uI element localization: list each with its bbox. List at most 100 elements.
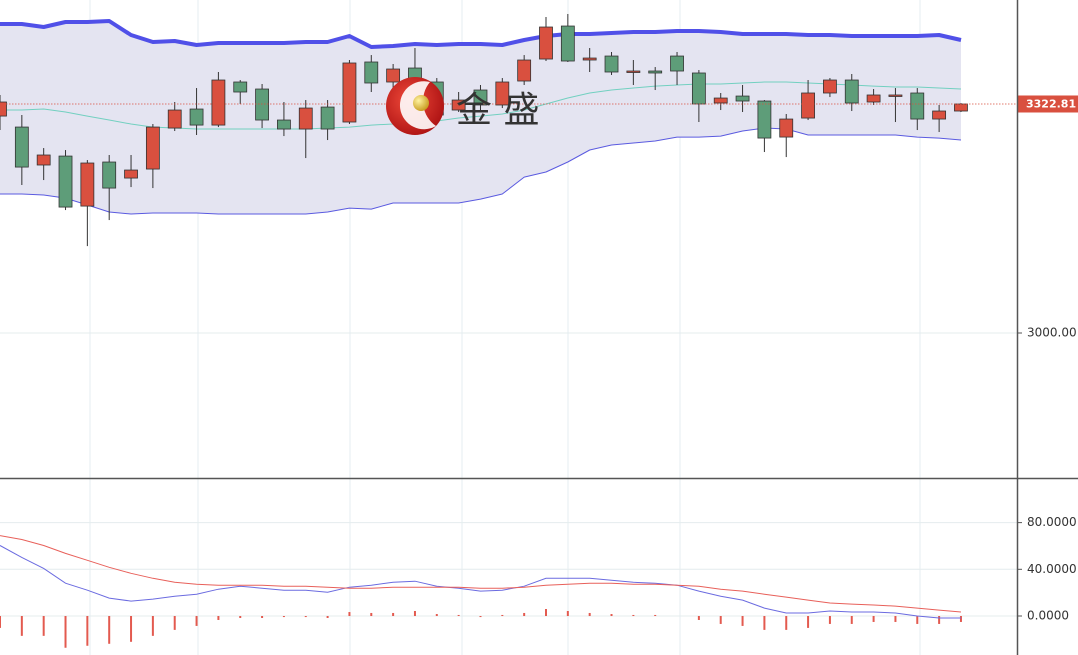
histogram-bar [20, 616, 23, 636]
histogram-bar [108, 616, 111, 644]
candle-body [713, 97, 728, 104]
histogram-bar [304, 616, 307, 618]
histogram-bar [807, 616, 810, 628]
histogram-bar [435, 614, 438, 617]
band-fill [0, 21, 961, 214]
histogram-bar [501, 614, 504, 617]
candle-body [648, 70, 663, 74]
histogram-bar [654, 614, 657, 617]
histogram-bar [282, 616, 285, 618]
candle-body [932, 110, 947, 120]
candle-body [167, 109, 182, 129]
band-line [0, 19, 962, 49]
candle-body [823, 79, 837, 94]
y-tick-label: 80.0000 [1027, 515, 1077, 529]
candle-body [539, 26, 553, 60]
histogram-bar [828, 616, 831, 624]
candle-body [473, 89, 488, 106]
histogram-bar [151, 616, 154, 636]
candle-body [954, 103, 968, 112]
histogram-bar [42, 616, 45, 636]
watermark: 金 盛 [456, 90, 539, 131]
candle-body [779, 118, 794, 138]
candle-body [866, 94, 881, 103]
histogram-bar [610, 614, 613, 617]
histogram-bar [326, 616, 329, 618]
histogram-bar [457, 614, 460, 617]
candle-body [582, 57, 597, 61]
candle-body [320, 106, 335, 130]
histogram-bar [697, 616, 700, 620]
histogram-bar [348, 612, 351, 617]
candle-body [517, 59, 532, 82]
candle-body [36, 154, 51, 166]
candle-body [14, 126, 29, 168]
candle-body [145, 126, 160, 170]
logo-ball [413, 95, 429, 111]
candle-body [364, 61, 379, 84]
histogram-bar [566, 610, 569, 617]
histogram-bar [173, 616, 176, 630]
histogram-bar [479, 616, 482, 618]
candle-body [102, 161, 117, 189]
histogram-bar [938, 616, 941, 624]
candle-body [189, 108, 204, 126]
candle-body [910, 92, 925, 120]
histogram-bar [785, 616, 788, 630]
histogram-bar [195, 616, 198, 626]
histogram-bar [894, 616, 897, 622]
candle-body [495, 81, 510, 106]
histogram-bar [64, 616, 67, 648]
candle-body [844, 79, 859, 104]
y-tick-label: 0.0000 [1027, 609, 1069, 623]
candle-body [211, 79, 226, 126]
plot-layer: 3000.00 3322.81 80.0000 40.0000 0.0000 [0, 13, 1078, 648]
histogram-bar [632, 614, 635, 617]
candle-body [342, 62, 357, 123]
histogram-bar [916, 616, 919, 624]
histogram-bar [850, 616, 853, 624]
candle-body [386, 68, 401, 83]
candle-body [560, 25, 575, 62]
y-tick-label: 40.0000 [1027, 562, 1077, 576]
candle-body [58, 155, 73, 208]
last-price-tag [1018, 95, 1078, 113]
band-line [0, 81, 962, 130]
candle-body [0, 101, 7, 117]
candle-body [888, 94, 903, 97]
histogram-bar [261, 616, 264, 618]
candle-body [277, 119, 291, 130]
candle-body [626, 70, 641, 73]
histogram-bar [217, 616, 220, 620]
histogram-bar [413, 610, 416, 617]
histogram-bar [370, 612, 373, 617]
candle-body [255, 88, 269, 121]
histogram-bar [763, 616, 766, 630]
histogram-bar [130, 616, 133, 642]
histogram-bar [959, 616, 962, 622]
histogram-bar [872, 616, 875, 622]
histogram-bar [588, 612, 591, 617]
histogram-bar [392, 612, 395, 617]
indicator-line [0, 545, 961, 619]
candle-body [670, 55, 684, 72]
candle-body [735, 95, 750, 102]
indicator-line [0, 535, 962, 613]
candle-body [604, 55, 619, 73]
histogram-bar [741, 616, 744, 626]
candle-body [124, 169, 138, 179]
histogram-bar [239, 616, 242, 618]
candle-body [757, 100, 772, 139]
logo [386, 77, 444, 135]
last-price-label: 3322.81 [1026, 97, 1076, 110]
histogram-bar [719, 616, 722, 624]
band-line [0, 127, 962, 215]
histogram-bar [523, 612, 526, 617]
candle-body [451, 99, 466, 111]
candle-body [233, 81, 248, 93]
histogram-bar [86, 616, 89, 646]
candle-body [801, 92, 815, 119]
candle-body [298, 107, 313, 130]
